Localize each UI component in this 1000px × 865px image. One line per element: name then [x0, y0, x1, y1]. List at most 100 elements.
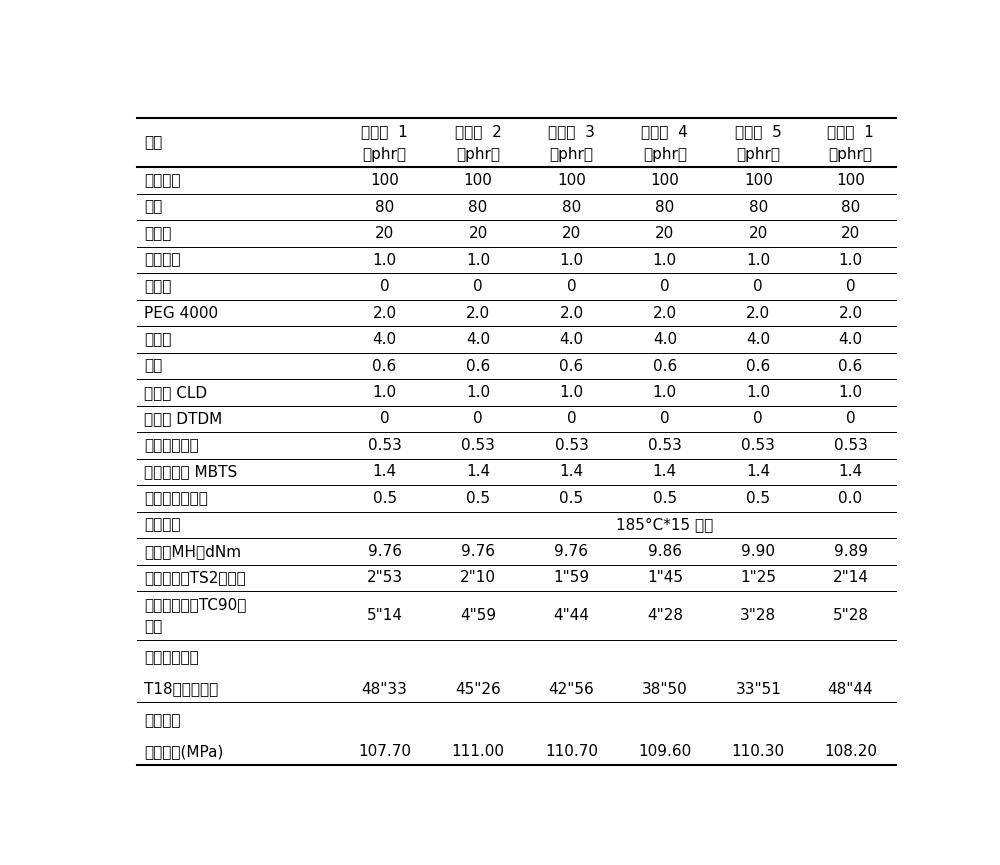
Text: 2"53: 2"53: [367, 570, 403, 586]
Text: 4.0: 4.0: [559, 332, 584, 347]
Text: 100: 100: [370, 173, 399, 189]
Text: 抗拉强度(MPa): 抗拉强度(MPa): [144, 744, 224, 759]
Text: 1.0: 1.0: [466, 385, 490, 400]
Text: 门尼焦烧时间: 门尼焦烧时间: [144, 650, 199, 665]
Text: 成分: 成分: [144, 136, 163, 151]
Text: 1.4: 1.4: [373, 465, 397, 479]
Text: 实验例  4: 实验例 4: [641, 125, 688, 139]
Text: 0.53: 0.53: [741, 438, 775, 453]
Text: 2"10: 2"10: [460, 570, 496, 586]
Text: 0.6: 0.6: [838, 358, 863, 374]
Text: 1.0: 1.0: [746, 253, 770, 267]
Text: 1.4: 1.4: [746, 465, 770, 479]
Text: 秋兰姆促进剂: 秋兰姆促进剂: [144, 438, 199, 453]
Text: 20: 20: [749, 226, 768, 241]
Text: 1.0: 1.0: [466, 253, 490, 267]
Text: 0: 0: [753, 412, 763, 426]
Text: 2"14: 2"14: [833, 570, 869, 586]
Text: 0: 0: [380, 279, 389, 294]
Text: 108.20: 108.20: [824, 744, 877, 759]
Text: 0.53: 0.53: [648, 438, 682, 453]
Text: 1"59: 1"59: [553, 570, 590, 586]
Text: 2.0: 2.0: [746, 305, 770, 321]
Text: （phr）: （phr）: [643, 147, 687, 162]
Text: 9.89: 9.89: [834, 544, 868, 559]
Text: 38"50: 38"50: [642, 682, 688, 696]
Text: 185°C*15 分钟: 185°C*15 分钟: [616, 517, 713, 532]
Text: 0.6: 0.6: [559, 358, 584, 374]
Text: （phr）: （phr）: [456, 147, 500, 162]
Text: 0.53: 0.53: [368, 438, 402, 453]
Text: 80: 80: [468, 200, 488, 215]
Text: 1.0: 1.0: [838, 253, 863, 267]
Text: 焦烧时间，TS2，分钟: 焦烧时间，TS2，分钟: [144, 570, 246, 586]
Text: 0.53: 0.53: [461, 438, 495, 453]
Text: 110.30: 110.30: [732, 744, 785, 759]
Text: 20: 20: [375, 226, 394, 241]
Text: 1.0: 1.0: [746, 385, 770, 400]
Text: 实验例  3: 实验例 3: [548, 125, 595, 139]
Text: 4"44: 4"44: [553, 608, 589, 623]
Text: 1.0: 1.0: [838, 385, 863, 400]
Text: 比较例  1: 比较例 1: [827, 125, 874, 139]
Text: PEG 4000: PEG 4000: [144, 305, 218, 321]
Text: 2.0: 2.0: [466, 305, 490, 321]
Text: 硫化促进剂 MBTS: 硫化促进剂 MBTS: [144, 465, 238, 479]
Text: 0: 0: [753, 279, 763, 294]
Text: 9.76: 9.76: [368, 544, 402, 559]
Text: 100: 100: [836, 173, 865, 189]
Text: 正硫化时间，TC90，: 正硫化时间，TC90，: [144, 597, 247, 612]
Text: 4.0: 4.0: [746, 332, 770, 347]
Text: 加工助剂: 加工助剂: [144, 253, 181, 267]
Text: 4.0: 4.0: [653, 332, 677, 347]
Text: 20: 20: [468, 226, 488, 241]
Text: 4.0: 4.0: [838, 332, 863, 347]
Text: 80: 80: [749, 200, 768, 215]
Text: 100: 100: [744, 173, 773, 189]
Text: 3"28: 3"28: [740, 608, 776, 623]
Text: 4.0: 4.0: [373, 332, 397, 347]
Text: 0.5: 0.5: [373, 491, 397, 506]
Text: 100: 100: [464, 173, 492, 189]
Text: 0.6: 0.6: [372, 358, 397, 374]
Text: 0.6: 0.6: [653, 358, 677, 374]
Text: 1.4: 1.4: [653, 465, 677, 479]
Text: 1.0: 1.0: [373, 385, 397, 400]
Text: 力学性能: 力学性能: [144, 713, 181, 727]
Text: 42"56: 42"56: [549, 682, 594, 696]
Text: 5"28: 5"28: [833, 608, 869, 623]
Text: 100: 100: [650, 173, 679, 189]
Text: 转矩，MH，dNm: 转矩，MH，dNm: [144, 544, 242, 559]
Text: 9.76: 9.76: [554, 544, 588, 559]
Text: 0: 0: [473, 279, 483, 294]
Text: 0: 0: [846, 279, 855, 294]
Text: 48"33: 48"33: [362, 682, 408, 696]
Text: 载硫剂 DTDM: 载硫剂 DTDM: [144, 412, 223, 426]
Text: 9.86: 9.86: [648, 544, 682, 559]
Text: 111.00: 111.00: [452, 744, 505, 759]
Text: 0.0: 0.0: [838, 491, 863, 506]
Text: 5"14: 5"14: [367, 608, 403, 623]
Text: 分钟: 分钟: [144, 619, 163, 634]
Text: 1.4: 1.4: [559, 465, 584, 479]
Text: 4"59: 4"59: [460, 608, 496, 623]
Text: 实验例  5: 实验例 5: [735, 125, 782, 139]
Text: 80: 80: [562, 200, 581, 215]
Text: 1.0: 1.0: [653, 253, 677, 267]
Text: （phr）: （phr）: [549, 147, 593, 162]
Text: 9.76: 9.76: [461, 544, 495, 559]
Text: 0: 0: [473, 412, 483, 426]
Text: 2.0: 2.0: [838, 305, 863, 321]
Text: 33"51: 33"51: [735, 682, 781, 696]
Text: 1"25: 1"25: [740, 570, 776, 586]
Text: 0.5: 0.5: [466, 491, 490, 506]
Text: 1.4: 1.4: [466, 465, 490, 479]
Text: 110.70: 110.70: [545, 744, 598, 759]
Text: 0.53: 0.53: [834, 438, 867, 453]
Text: 0: 0: [846, 412, 855, 426]
Text: 0: 0: [660, 279, 670, 294]
Text: 实验例  1: 实验例 1: [361, 125, 408, 139]
Text: 107.70: 107.70: [358, 744, 411, 759]
Text: 1"45: 1"45: [647, 570, 683, 586]
Text: 48"44: 48"44: [828, 682, 873, 696]
